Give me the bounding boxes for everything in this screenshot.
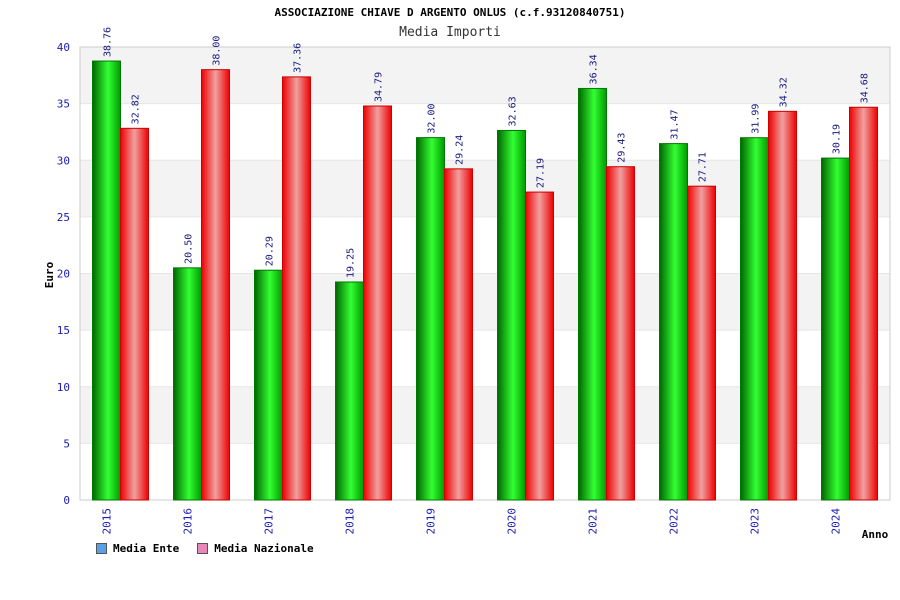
y-axis-ticks: 0 5 10 15 20 25 30 35 40 [57, 41, 70, 507]
legend-item-ente: Media Ente [96, 542, 179, 555]
x-tick-label: 2018 [344, 508, 357, 535]
bar-nazionale [606, 166, 635, 501]
bar-ente [740, 137, 769, 501]
bar-nazionale [444, 168, 473, 501]
bar-label-ente: 31.99 [751, 104, 762, 134]
bar-label-nazionale: 27.71 [698, 152, 709, 182]
bar-nazionale [282, 76, 311, 501]
bar-label-nazionale: 34.32 [779, 77, 790, 107]
bar-nazionale [120, 127, 149, 501]
y-tick-label: 15 [57, 324, 70, 337]
y-tick-label: 30 [57, 154, 70, 167]
bar-ente [821, 157, 850, 501]
x-tick-label: 2020 [506, 508, 519, 535]
bar-nazionale [363, 105, 392, 501]
y-tick-label: 25 [57, 211, 70, 224]
bar-label-nazionale: 37.36 [293, 43, 304, 73]
y-tick-label: 40 [57, 41, 70, 54]
x-axis-label: Anno [862, 528, 889, 541]
bar-label-nazionale: 29.43 [617, 133, 628, 163]
x-tick-label: 2024 [830, 508, 843, 535]
bar-label-ente: 20.29 [265, 236, 276, 266]
x-tick-label: 2023 [749, 508, 762, 535]
bar-label-ente: 38.76 [103, 27, 114, 57]
bar-label-nazionale: 38.00 [212, 36, 223, 66]
bar-label-nazionale: 34.68 [860, 73, 871, 103]
bar-label-ente: 19.25 [346, 248, 357, 278]
x-tick-label: 2017 [263, 508, 276, 535]
bar-ente [416, 137, 445, 501]
bar-ente [254, 269, 283, 501]
bars [92, 60, 878, 501]
bar-ente [173, 267, 202, 501]
legend-label-ente: Media Ente [113, 542, 180, 555]
bar-ente [578, 87, 607, 501]
bar-value-labels: 38.76 32.82 20.50 38.00 20.29 37.36 19.25 34.79… [103, 27, 871, 278]
bar-nazionale [525, 191, 554, 501]
bar-ente [497, 129, 526, 501]
chart-title: ASSOCIAZIONE CHIAVE D ARGENTO ONLUS (c.f… [274, 6, 626, 19]
bar-label-nazionale: 32.82 [131, 94, 142, 124]
bar-nazionale [687, 185, 716, 501]
x-axis-ticks: 2015 2016 2017 2018 2019 2020 2021 2022 2023 2024 [101, 508, 843, 535]
bar-label-ente: 32.00 [427, 103, 438, 133]
x-tick-label: 2019 [425, 508, 438, 535]
bar-ente [335, 281, 364, 501]
bar-label-nazionale: 29.24 [455, 135, 466, 165]
y-tick-label: 0 [63, 494, 70, 507]
x-tick-label: 2021 [587, 508, 600, 535]
y-tick-label: 5 [63, 437, 70, 450]
x-tick-label: 2022 [668, 508, 681, 535]
bar-label-nazionale: 34.79 [374, 72, 385, 102]
legend-swatch-nazionale [197, 543, 209, 554]
bar-nazionale [201, 69, 230, 501]
bar-label-ente: 30.19 [832, 124, 843, 154]
chart-subtitle: Media Importi [399, 25, 501, 40]
bar-label-nazionale: 27.19 [536, 158, 547, 188]
legend-label-nazionale: Media Nazionale [214, 542, 314, 555]
bar-nazionale [849, 106, 878, 501]
legend-item-nazionale: Media Nazionale [197, 542, 314, 555]
x-tick-label: 2016 [182, 508, 195, 535]
y-axis-label: Euro [43, 261, 56, 288]
legend-swatch-ente [96, 543, 107, 554]
y-tick-label: 20 [57, 268, 70, 281]
bar-label-ente: 31.47 [670, 109, 681, 139]
plot-frame [79, 46, 891, 501]
x-tick-label: 2015 [101, 508, 114, 535]
legend: Media Ente Media Nazionale [96, 542, 314, 555]
bar-label-ente: 36.34 [589, 54, 600, 84]
y-tick-label: 10 [57, 381, 70, 394]
bar-ente [659, 143, 688, 501]
bar-ente [92, 60, 121, 501]
bar-label-ente: 20.50 [184, 234, 195, 264]
bar-nazionale [768, 110, 797, 501]
bar-label-ente: 32.63 [508, 96, 519, 126]
y-tick-label: 35 [57, 98, 70, 111]
